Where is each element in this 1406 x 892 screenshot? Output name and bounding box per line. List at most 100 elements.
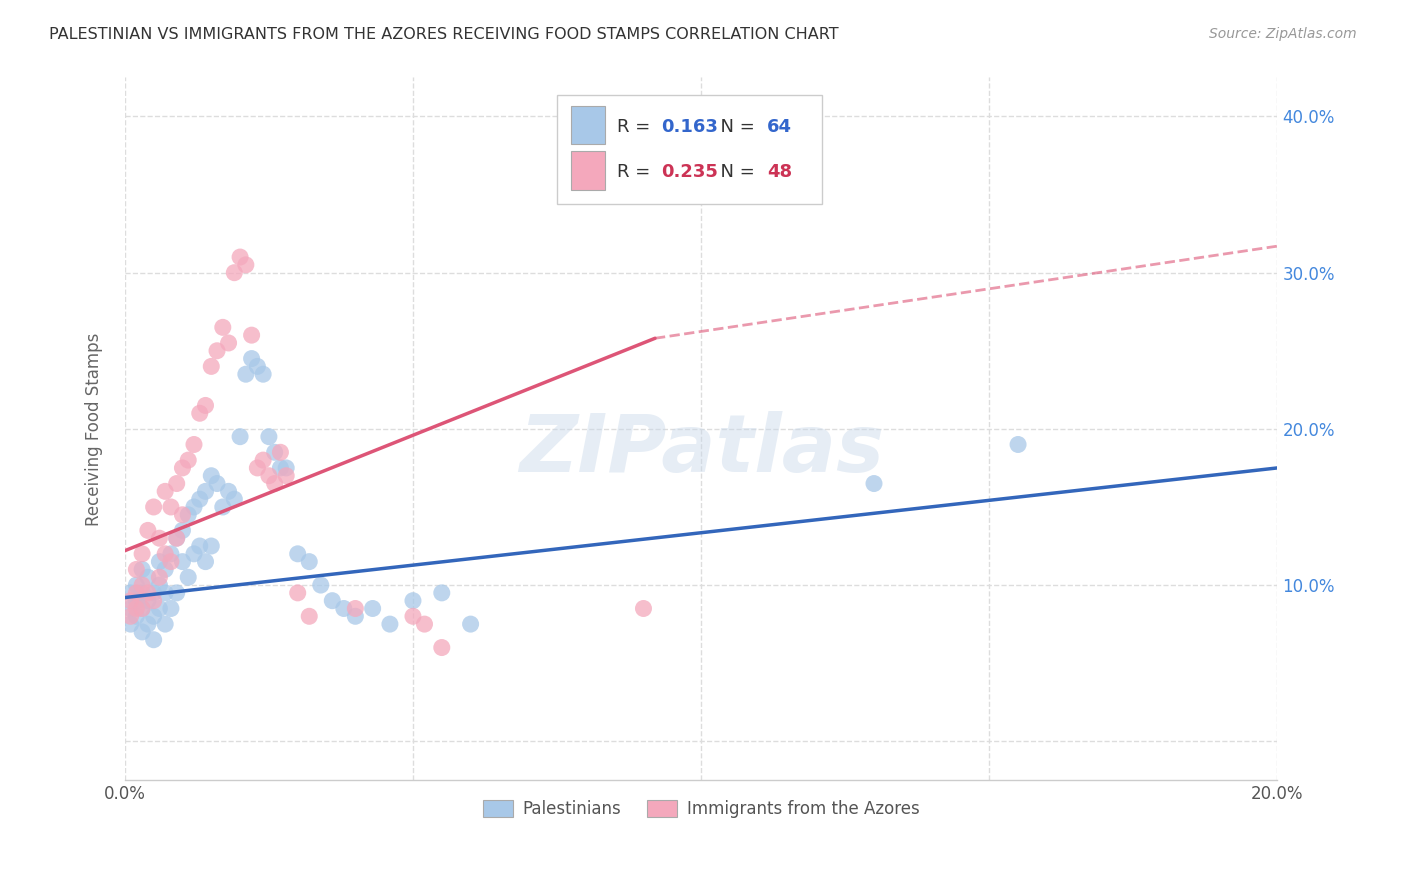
Text: 48: 48 [766, 163, 792, 181]
Point [177, 453, 200, 467]
Point [361, 601, 384, 615]
Point [148, 578, 170, 592]
Point [430, 640, 453, 655]
Point [229, 250, 252, 264]
Point [402, 593, 425, 607]
Point [160, 500, 183, 514]
Point [218, 335, 240, 350]
Point [240, 351, 263, 366]
Point [131, 586, 153, 600]
Point [257, 468, 280, 483]
Point [153, 617, 176, 632]
Point [125, 601, 148, 615]
Point [160, 547, 183, 561]
Point [575, 187, 598, 202]
Point [177, 570, 200, 584]
Point [131, 562, 153, 576]
Text: 0.163: 0.163 [661, 118, 717, 136]
Point [172, 524, 194, 538]
Point [142, 586, 165, 600]
Point [276, 461, 298, 475]
Point [188, 492, 211, 507]
Bar [571, 152, 606, 190]
Point [142, 500, 165, 514]
Point [136, 617, 159, 632]
Point [218, 484, 240, 499]
Point [200, 539, 222, 553]
Point [224, 266, 246, 280]
Point [153, 484, 176, 499]
Point [153, 562, 176, 576]
Point [142, 609, 165, 624]
Point [263, 476, 285, 491]
Point [172, 461, 194, 475]
Point [125, 562, 148, 576]
Point [246, 359, 269, 374]
Point [240, 328, 263, 343]
Point [321, 593, 343, 607]
Point [131, 601, 153, 615]
Point [183, 547, 205, 561]
Point [205, 476, 228, 491]
Point [120, 609, 142, 624]
Point [172, 555, 194, 569]
Point [224, 492, 246, 507]
Point [131, 547, 153, 561]
Point [235, 368, 257, 382]
Point [413, 617, 436, 632]
Point [131, 624, 153, 639]
Text: N =: N = [709, 163, 761, 181]
Point [172, 508, 194, 522]
Point [235, 258, 257, 272]
Point [333, 601, 356, 615]
Point [257, 430, 280, 444]
Point [309, 578, 332, 592]
Point [263, 445, 285, 459]
Point [863, 476, 886, 491]
Point [166, 531, 188, 545]
Point [142, 593, 165, 607]
Text: R =: R = [617, 163, 657, 181]
Text: Source: ZipAtlas.com: Source: ZipAtlas.com [1209, 27, 1357, 41]
Point [125, 586, 148, 600]
Point [298, 555, 321, 569]
Text: R =: R = [617, 118, 657, 136]
Point [160, 601, 183, 615]
Point [177, 508, 200, 522]
Y-axis label: Receiving Food Stamps: Receiving Food Stamps [86, 332, 103, 525]
Text: 64: 64 [766, 118, 792, 136]
Point [166, 476, 188, 491]
Point [200, 359, 222, 374]
Point [246, 461, 269, 475]
Point [430, 586, 453, 600]
Point [194, 399, 217, 413]
Point [344, 601, 367, 615]
Point [1007, 437, 1029, 451]
Point [120, 586, 142, 600]
Point [276, 468, 298, 483]
Point [148, 570, 170, 584]
Point [166, 586, 188, 600]
Point [136, 593, 159, 607]
Point [211, 320, 233, 334]
Point [136, 524, 159, 538]
Point [153, 547, 176, 561]
Point [183, 437, 205, 451]
Point [298, 609, 321, 624]
Point [120, 617, 142, 632]
Text: N =: N = [709, 118, 761, 136]
Point [125, 593, 148, 607]
FancyBboxPatch shape [557, 95, 823, 204]
Point [211, 500, 233, 514]
Point [148, 601, 170, 615]
Point [125, 609, 148, 624]
Point [131, 601, 153, 615]
Point [142, 632, 165, 647]
Point [120, 593, 142, 607]
Point [166, 531, 188, 545]
Point [136, 586, 159, 600]
Point [252, 368, 274, 382]
Point [378, 617, 401, 632]
Point [148, 531, 170, 545]
Bar [571, 105, 606, 145]
